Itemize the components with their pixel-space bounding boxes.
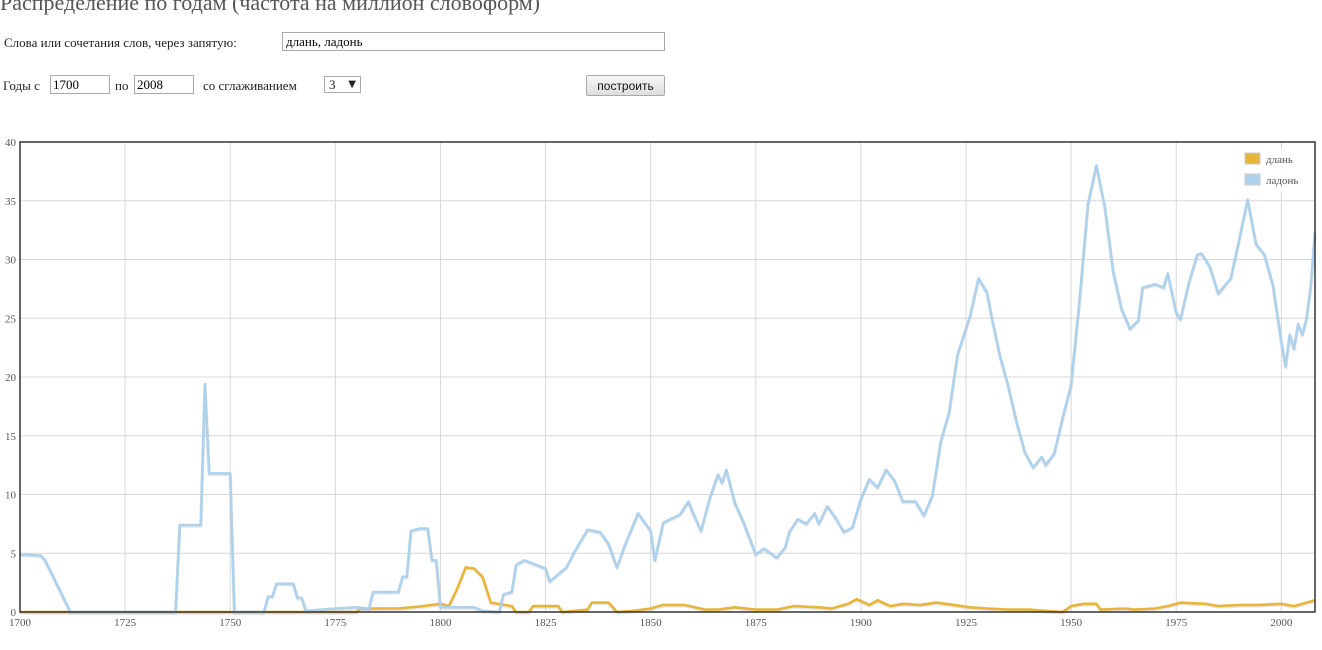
year-to-input[interactable] — [134, 75, 194, 94]
x-tick-label: 1900 — [850, 617, 873, 629]
series-layer — [19, 164, 1317, 615]
legend-label: ладонь — [1266, 175, 1298, 187]
series-shadow-1 — [20, 566, 1316, 615]
x-tick-label: 1725 — [114, 617, 137, 629]
legend-swatch — [1244, 173, 1261, 186]
axis-ticks: 1700 1725 1750 1775 1800 1825 1850 1875 1900 1925… — [5, 137, 1293, 629]
y-tick-label: 30 — [5, 255, 17, 267]
y-tick-label: 5 — [11, 548, 17, 560]
y-tick-label: 10 — [5, 490, 17, 502]
dropdown-arrow-icon: ▼ — [348, 79, 356, 90]
build-button[interactable]: построить — [586, 75, 665, 96]
smoothing-value: 3 — [329, 77, 336, 92]
series-line-1 — [20, 566, 1316, 614]
x-tick-label: 1975 — [1165, 617, 1188, 629]
words-label: Слова или сочетания слов, через запятую: — [4, 35, 237, 50]
words-input[interactable] — [282, 32, 665, 51]
x-tick-label: 1800 — [429, 617, 452, 629]
y-tick-label: 35 — [5, 196, 17, 208]
x-tick-label: 1700 — [9, 617, 32, 629]
x-tick-label: 1875 — [745, 617, 768, 629]
series-line-2 — [19, 164, 1317, 614]
frequency-chart: 1700 1725 1750 1775 1800 1825 1850 1875 1900 1925… — [5, 137, 1317, 629]
years-to-label: по — [115, 78, 129, 93]
years-from-label: Годы с — [3, 78, 40, 93]
page-title: Распределение по годам (частота на милли… — [0, 0, 541, 15]
y-tick-label: 40 — [5, 137, 17, 149]
y-tick-label: 15 — [5, 431, 17, 443]
x-tick-label: 1950 — [1060, 617, 1083, 629]
x-tick-label: 2000 — [1270, 617, 1293, 629]
x-tick-label: 1850 — [640, 617, 663, 629]
legend-swatch — [1244, 152, 1261, 165]
year-from-input[interactable] — [50, 75, 110, 94]
plot-frame — [19, 141, 1316, 613]
smoothing-label: со сглаживанием — [203, 78, 297, 93]
x-tick-label: 1750 — [219, 617, 242, 629]
y-tick-label: 20 — [5, 372, 17, 384]
y-tick-label: 25 — [5, 313, 17, 325]
smoothing-select[interactable]: 3 ▼ — [324, 76, 361, 93]
legend-label: длань — [1266, 154, 1293, 166]
x-tick-label: 1775 — [324, 617, 347, 629]
chart-grid — [19, 141, 1315, 613]
x-tick-label: 1925 — [955, 617, 978, 629]
series-shadow-2 — [19, 164, 1317, 615]
chart-legend: длань ладонь — [1241, 149, 1311, 193]
x-tick-label: 1825 — [535, 617, 558, 629]
y-tick-label: 0 — [11, 607, 17, 619]
